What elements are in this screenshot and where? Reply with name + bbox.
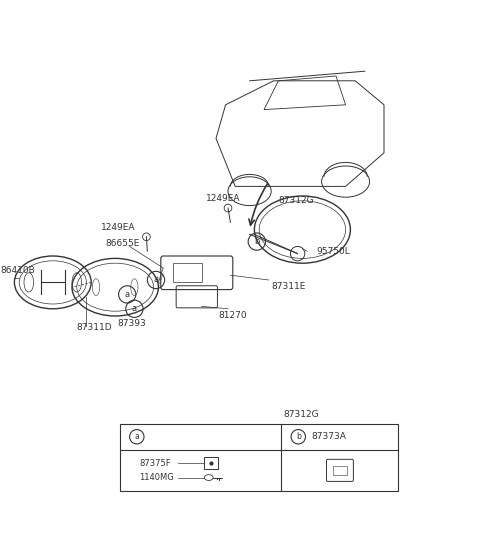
Ellipse shape xyxy=(131,279,138,295)
Text: a: a xyxy=(132,304,137,314)
Text: b: b xyxy=(254,237,260,246)
Text: 87312G: 87312G xyxy=(278,196,314,205)
Text: 87311E: 87311E xyxy=(271,282,306,291)
Text: 1140MG: 1140MG xyxy=(139,473,174,482)
Text: a: a xyxy=(125,290,130,299)
Bar xyxy=(173,263,202,282)
Text: a: a xyxy=(134,432,139,441)
Ellipse shape xyxy=(24,273,34,292)
Text: b: b xyxy=(296,432,300,441)
Text: 1249EA: 1249EA xyxy=(206,194,241,203)
Text: 87312G: 87312G xyxy=(283,410,319,419)
Ellipse shape xyxy=(72,273,82,292)
Text: 81270: 81270 xyxy=(218,310,247,319)
Bar xyxy=(204,457,218,469)
Bar xyxy=(120,424,398,491)
Text: 87311D: 87311D xyxy=(77,324,112,332)
Text: a: a xyxy=(154,276,158,285)
Ellipse shape xyxy=(92,279,99,295)
Text: 95750L: 95750L xyxy=(317,247,350,256)
Text: 86655E: 86655E xyxy=(106,240,140,249)
Text: 1249EA: 1249EA xyxy=(101,222,135,232)
Bar xyxy=(333,466,347,475)
Text: 87375F: 87375F xyxy=(139,459,171,468)
Text: 87373A: 87373A xyxy=(311,432,346,441)
Text: 87393: 87393 xyxy=(118,319,146,327)
Text: 86410B: 86410B xyxy=(0,266,35,275)
